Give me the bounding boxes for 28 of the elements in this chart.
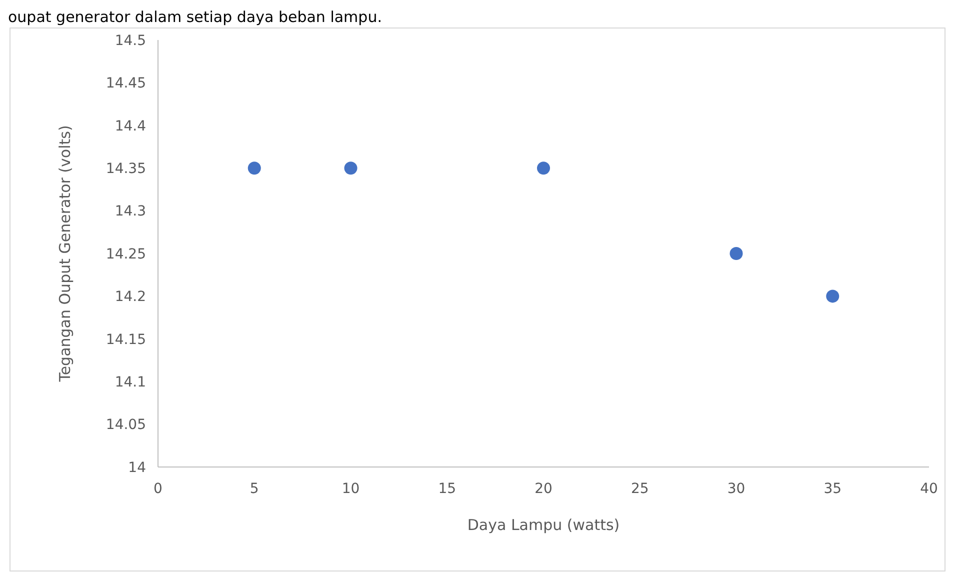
y-tick-label: 14: [128, 460, 146, 476]
y-tick-label: 14.2: [114, 289, 146, 306]
y-tick-label: 14.5: [114, 32, 146, 49]
y-tick-label: 14.15: [106, 332, 146, 348]
x-tick-label: 0: [154, 481, 162, 497]
x-tick-label: 20: [534, 481, 552, 497]
y-tick-label: 14.3: [114, 204, 146, 220]
y-tick-label: 14.05: [106, 417, 146, 434]
text: oupat generator dalam setiap daya beban lampu.: [8, 8, 382, 26]
x-tick-label: 25: [630, 481, 649, 497]
point: [344, 162, 358, 175]
x-tick-label: 40: [920, 481, 938, 497]
y-tick-label: 14.1: [114, 374, 146, 390]
x-tick-label: 30: [727, 481, 746, 497]
x-axis-title: Daya Lampu (watts): [467, 516, 620, 534]
y-tick-label: 14.25: [106, 246, 146, 262]
y-tick-label: 14.4: [114, 118, 146, 134]
x-tick-label: 10: [342, 481, 360, 497]
point: [537, 162, 550, 175]
x-tick-label: 35: [824, 481, 842, 497]
y-axis-title: Tegangan Ouput Generator (volts): [56, 125, 74, 383]
x-tick-label: 15: [438, 481, 456, 497]
point: [826, 290, 840, 303]
point: [248, 162, 261, 175]
y-tick-label: 14.35: [106, 161, 146, 177]
point: [730, 247, 743, 260]
x-tick-label: 5: [250, 481, 259, 497]
y-tick-label: 14.45: [106, 76, 146, 92]
